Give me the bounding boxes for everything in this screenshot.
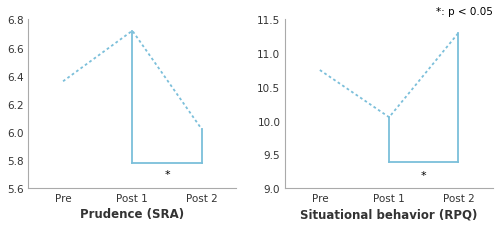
X-axis label: Prudence (SRA): Prudence (SRA): [80, 207, 184, 220]
Text: *: *: [164, 169, 170, 179]
Text: *: p < 0.05: *: p < 0.05: [436, 7, 493, 17]
X-axis label: Situational behavior (RPQ): Situational behavior (RPQ): [300, 207, 478, 220]
Text: *: *: [421, 170, 426, 180]
